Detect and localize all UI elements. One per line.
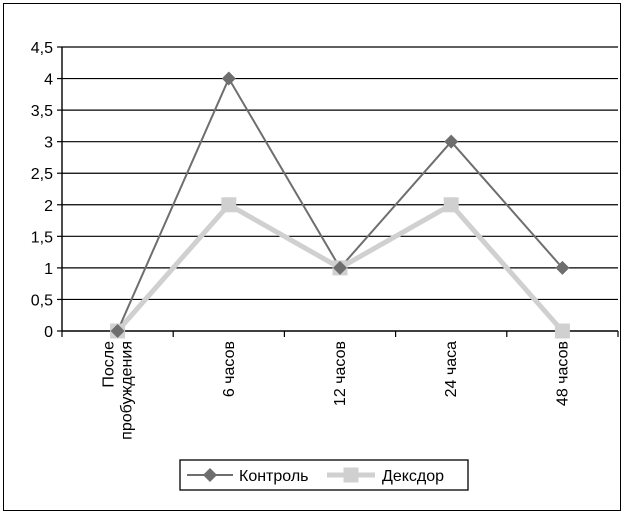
x-tick-label: 6 часов <box>221 341 238 397</box>
y-tick-label: 1 <box>44 261 53 278</box>
y-tick-label: 0,5 <box>31 292 53 309</box>
data-point <box>444 134 459 149</box>
x-tick-label: 24 часа <box>443 341 460 397</box>
x-tick-label: Послепробуждения <box>101 341 136 440</box>
data-point <box>221 71 236 86</box>
x-tick-label: 12 часов <box>332 341 349 406</box>
y-tick-label: 3,5 <box>31 103 53 120</box>
x-tick-labels: Послепробуждения 6 часов 12 часов 24 часа 48… <box>101 341 572 440</box>
chart-frame <box>3 3 621 511</box>
data-point <box>443 197 459 213</box>
data-point <box>110 324 125 338</box>
y-tick-label: 2 <box>44 198 53 215</box>
y-tick-label: 0 <box>44 324 53 341</box>
legend-marker <box>203 468 217 482</box>
data-point <box>333 260 347 275</box>
y-tick-label: 3 <box>44 135 53 152</box>
data-point <box>554 323 570 339</box>
legend-marker <box>343 467 359 483</box>
y-tick-label: 2,5 <box>31 166 53 183</box>
legend-label: Контроль <box>239 468 309 485</box>
y-tick-label: 1,5 <box>31 229 53 246</box>
series <box>110 71 570 339</box>
data-point <box>221 197 237 213</box>
y-tick-label: 4 <box>44 72 53 89</box>
legend: Контроль Дексдор <box>179 459 469 491</box>
x-tick-label: 48 часов <box>554 341 571 406</box>
legend-label: Дексдор <box>382 468 444 485</box>
gridlines <box>62 46 618 301</box>
y-tick-labels: 0 0,5 1 1,5 2 2,5 3 3,5 4 4,5 <box>31 40 53 341</box>
axes <box>57 46 619 337</box>
data-point <box>555 260 570 275</box>
y-tick-label: 4,5 <box>31 40 53 57</box>
